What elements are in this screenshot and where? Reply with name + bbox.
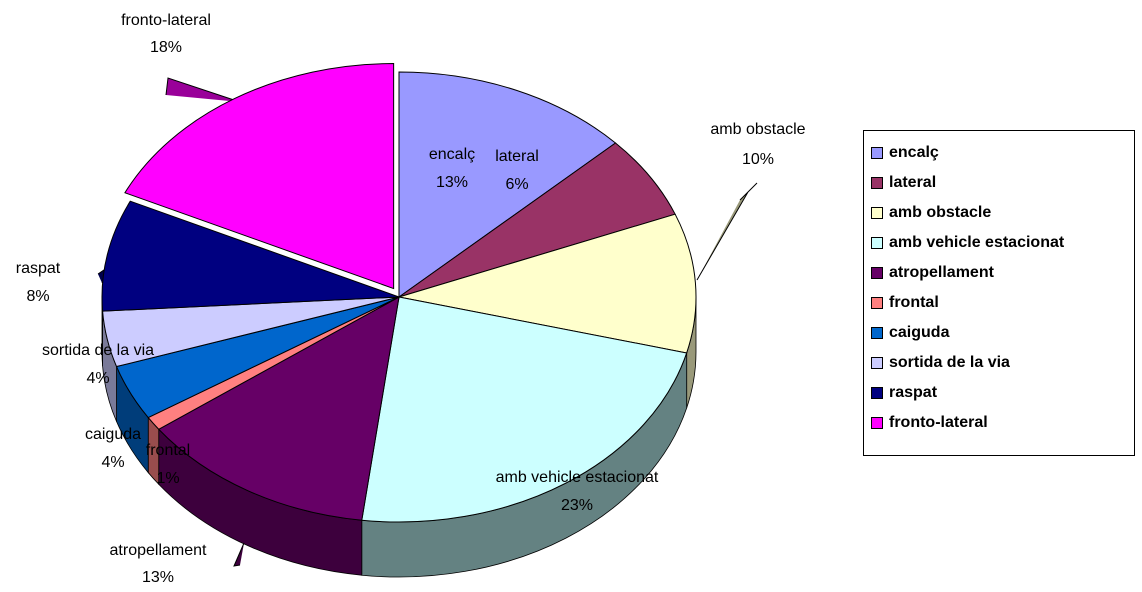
label-percent-raspat: 8% <box>26 288 49 305</box>
legend-swatch-caiguda <box>871 327 883 339</box>
legend-label-frontal: frontal <box>889 294 939 311</box>
label-name-atropellament: atropellament <box>110 542 208 559</box>
legend-swatch-amb-vehicle-estacionat <box>871 237 883 249</box>
legend-swatch-atropellament <box>871 267 883 279</box>
legend-item-raspat: raspat <box>871 378 1134 408</box>
legend-label-amb-vehicle-estacionat: amb vehicle estacionat <box>889 234 1065 251</box>
legend-item-encalc: encalç <box>871 138 1134 168</box>
legend-swatch-raspat <box>871 387 883 399</box>
legend-label-caiguda: caiguda <box>889 324 950 341</box>
label-name-amb-vehicle-estacionat: amb vehicle estacionat <box>496 469 659 486</box>
legend-label-raspat: raspat <box>889 384 938 401</box>
slice-labels: encalç 13% lateral 6% amb obstacle 10% amb veh… <box>16 12 806 586</box>
legend-label-amb-obstacle: amb obstacle <box>889 204 992 221</box>
legend-swatch-frontal <box>871 297 883 309</box>
slice-atropellament <box>157 296 400 521</box>
legend-item-amb-vehicle-estacionat: amb vehicle estacionat <box>871 228 1134 258</box>
label-name-sortida-de-la-via: sortida de la via <box>42 342 154 359</box>
leader-atropellament <box>233 542 245 567</box>
label-name-encalc: encalç <box>429 146 475 163</box>
label-percent-caiguda: 4% <box>101 454 124 471</box>
leader-fronto-lateral <box>165 77 241 103</box>
slice-amb-obstacle <box>398 213 697 354</box>
legend-item-fronto-lateral: fronto-lateral <box>871 408 1134 438</box>
legend-item-caiguda: caiguda <box>871 318 1134 348</box>
label-name-frontal: frontal <box>146 442 190 459</box>
label-percent-encalc: 13% <box>436 174 468 191</box>
pie-3d-side <box>101 296 697 578</box>
legend-swatch-sortida-de-la-via <box>871 357 883 369</box>
slice-amb-vehicle-estacionat <box>361 296 688 523</box>
legend-label-sortida-de-la-via: sortida de la via <box>889 354 1010 371</box>
label-percent-amb-obstacle: 10% <box>742 151 774 168</box>
legend-item-amb-obstacle: amb obstacle <box>871 198 1134 228</box>
label-percent-atropellament: 13% <box>142 569 174 586</box>
label-percent-sortida-de-la-via: 4% <box>86 370 109 387</box>
label-name-raspat: raspat <box>16 260 61 277</box>
slice-raspat <box>101 200 400 312</box>
legend-item-lateral: lateral <box>871 168 1134 198</box>
legend-swatch-lateral <box>871 177 883 189</box>
slice-encalc <box>398 71 617 298</box>
label-name-fronto-lateral: fronto-lateral <box>121 12 211 29</box>
label-percent-lateral: 6% <box>505 176 528 193</box>
legend-item-sortida-de-la-via: sortida de la via <box>871 348 1134 378</box>
legend-item-frontal: frontal <box>871 288 1134 318</box>
label-name-lateral: lateral <box>495 148 539 165</box>
leader-amb-obstacle <box>696 182 758 281</box>
legend-swatch-amb-obstacle <box>871 207 883 219</box>
legend-swatch-encalc <box>871 147 883 159</box>
legend-label-encalc: encalç <box>889 144 939 161</box>
legend-item-atropellament: atropellament <box>871 258 1134 288</box>
label-percent-amb-vehicle-estacionat: 23% <box>561 497 593 514</box>
legend-label-fronto-lateral: fronto-lateral <box>889 414 988 431</box>
legend-label-lateral: lateral <box>889 174 937 191</box>
label-percent-frontal: 1% <box>156 470 179 487</box>
label-name-caiguda: caiguda <box>85 426 141 443</box>
legend: encalç lateral amb obstacle amb vehicle est… <box>863 130 1135 456</box>
legend-swatch-fronto-lateral <box>871 417 883 429</box>
label-percent-fronto-lateral: 18% <box>150 39 182 56</box>
slice-fronto-lateral <box>124 63 395 290</box>
pie-slices <box>101 63 697 523</box>
legend-label-atropellament: atropellament <box>889 264 994 281</box>
label-name-amb-obstacle: amb obstacle <box>710 121 805 138</box>
